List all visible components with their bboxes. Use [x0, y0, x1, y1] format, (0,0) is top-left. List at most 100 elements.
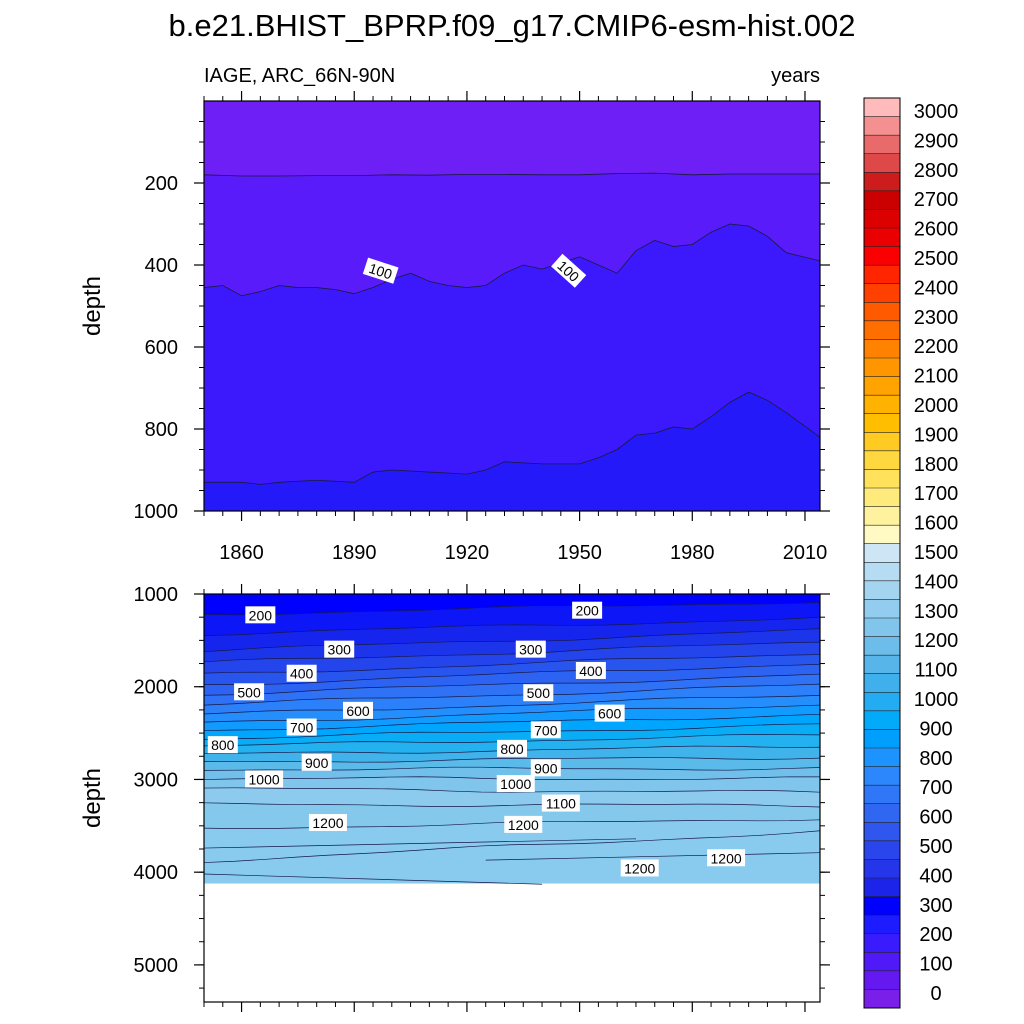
- colorbar-swatch: [864, 729, 900, 749]
- lower-contour-label: 700: [286, 718, 317, 736]
- lower-contour-label-text: 1200: [624, 860, 655, 876]
- colorbar-swatch: [864, 599, 900, 619]
- colorbar-label: 600: [919, 807, 952, 829]
- upper-contour-line: [203, 172, 820, 177]
- lower-contour-label-bg: [530, 721, 561, 739]
- colorbar-swatch: [864, 878, 900, 897]
- lower-contour-label-bg: [620, 859, 659, 877]
- upper-contour-line: [203, 223, 821, 297]
- lower-contour-line: [203, 873, 543, 885]
- colorbar-label: 1600: [914, 513, 959, 535]
- colorbar-label: 2000: [914, 395, 959, 417]
- colorbar-swatch: [864, 358, 900, 377]
- colorbar-swatch: [864, 488, 900, 507]
- colorbar-label: 2800: [914, 160, 959, 182]
- lower-contour-label: 300: [515, 640, 546, 658]
- lower-y-tick-label: 5000: [134, 955, 179, 977]
- colorbar-label: 300: [919, 895, 952, 917]
- colorbar-swatch: [864, 915, 900, 935]
- lower-contour-label: 1200: [504, 815, 543, 833]
- lower-contour-label-text: 1100: [546, 796, 576, 812]
- colorbar-swatch: [864, 543, 900, 563]
- upper-x-tick-label: 1920: [445, 542, 490, 564]
- colorbar-swatch: [864, 283, 900, 303]
- lower-contour-label: 800: [497, 739, 527, 757]
- colorbar-label: 2100: [914, 366, 959, 388]
- lower-contour-label: 1100: [541, 794, 580, 812]
- lower-contour-label: 1000: [496, 775, 535, 793]
- colorbar-swatch: [864, 246, 900, 266]
- lower-contour-line: [203, 663, 821, 685]
- colorbar-swatch: [864, 896, 900, 916]
- upper-contour-lines: [203, 172, 821, 485]
- colorbar-label: 700: [919, 777, 952, 799]
- lower-contour-line: [203, 802, 821, 808]
- upper-y-axis-label: depth: [79, 276, 106, 336]
- lower-contour-label: 200: [245, 606, 276, 624]
- colorbar-swatch: [864, 116, 900, 136]
- colorbar-swatch: [864, 525, 900, 545]
- colorbar-swatch: [864, 840, 900, 860]
- colorbar-label: 100: [919, 954, 952, 976]
- upper-axes: 200 400 600 800 1000 1860 1890 1920 1950 1980 2010: [134, 91, 830, 564]
- lower-contour-line: [203, 830, 821, 863]
- lower-contour-label: 500: [234, 683, 265, 701]
- lower-contour-label: 500: [523, 684, 554, 702]
- upper-contour-line: [204, 391, 821, 485]
- lower-contour-line: [203, 723, 821, 740]
- colorbar-swatch: [864, 450, 900, 470]
- lower-contour-label-bg: [301, 753, 332, 771]
- lower-contour-label-bg: [575, 661, 606, 679]
- colorbar-swatch: [864, 710, 900, 730]
- colorbar-swatch: [864, 748, 900, 767]
- lower-contour-label-text: 500: [527, 685, 551, 701]
- lower-contour-label-text: 200: [575, 603, 599, 619]
- colorbar-swatch: [864, 302, 900, 322]
- colorbar-swatch: [864, 432, 900, 452]
- lower-contour-label-text: 800: [500, 741, 524, 757]
- lower-contour-label: 200: [572, 601, 603, 619]
- lower-contour-label: 900: [301, 753, 332, 771]
- lower-contour-label-text: 800: [211, 737, 235, 753]
- upper-x-tick-label: 1860: [219, 542, 264, 564]
- colorbar-label: 2700: [914, 189, 959, 211]
- colorbar-frame: [863, 97, 901, 1009]
- colorbar-swatch: [864, 822, 900, 842]
- colorbar-label: 0: [930, 983, 941, 1005]
- colorbar-swatch: [864, 933, 900, 953]
- colorbar-label: 1800: [914, 454, 959, 476]
- colorbar-swatch: [864, 785, 900, 805]
- colorbar-swatch: [864, 803, 900, 823]
- colorbar-label: 1100: [914, 660, 957, 682]
- colorbar-label: 1300: [914, 601, 959, 623]
- colorbar-swatch: [864, 190, 900, 210]
- upper-y-tick-label: 200: [145, 173, 178, 195]
- lower-contour-label-text: 1200: [312, 815, 343, 831]
- upper-contour-label-bg: [362, 257, 399, 284]
- units-label: years: [771, 65, 820, 87]
- lower-contour-label: 1000: [245, 770, 284, 788]
- colorbar-label: 400: [919, 865, 952, 887]
- colorbar-label: 1900: [914, 424, 959, 446]
- lower-contour-label-bg: [234, 683, 265, 701]
- lower-contour-label-bg: [541, 794, 580, 812]
- lower-contour-line: [203, 673, 821, 696]
- colorbar-label: 800: [919, 748, 952, 770]
- lower-contour-label-text: 500: [237, 684, 261, 700]
- lower-contour-label-text: 700: [290, 720, 314, 736]
- upper-x-tick-label: 1980: [670, 542, 715, 564]
- upper-filled-contours: [203, 100, 821, 512]
- colorbar-swatch: [864, 469, 900, 489]
- lower-contour-line: [203, 628, 821, 653]
- lower-contour-label-text: 900: [534, 760, 558, 776]
- lower-contour-label-text: 1000: [249, 771, 280, 787]
- colorbar-label: 200: [919, 924, 952, 946]
- lower-contour-label-bg: [530, 759, 561, 777]
- colorbar-label: 2200: [914, 336, 959, 358]
- lower-contour-label-bg: [286, 664, 317, 682]
- upper-y-tick-label: 1000: [134, 501, 179, 523]
- variable-region-label: IAGE, ARC_66N-90N: [204, 65, 395, 87]
- lower-contour-line: [485, 852, 821, 861]
- colorbar-swatch: [864, 376, 900, 396]
